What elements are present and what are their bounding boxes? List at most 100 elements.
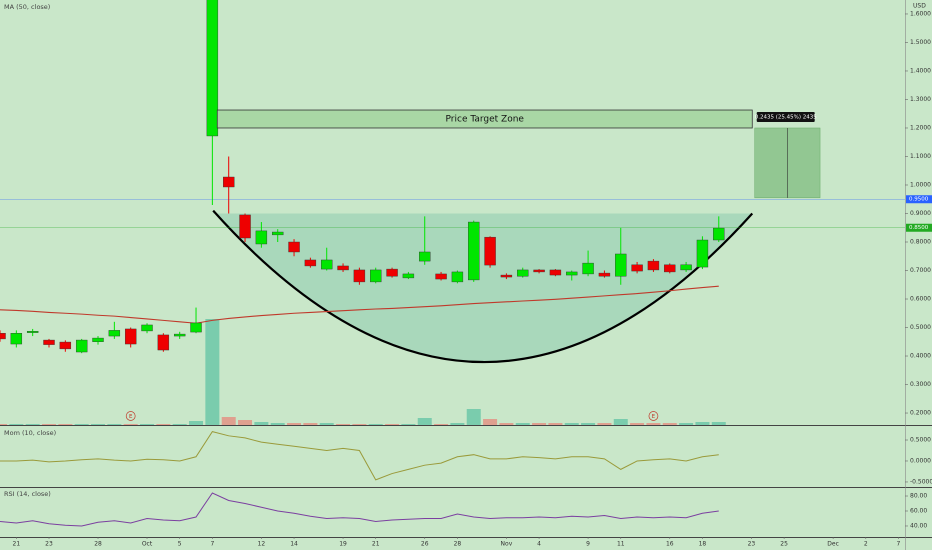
candle-body: [337, 265, 349, 271]
candle-body: [304, 259, 317, 267]
x-tick-label: 7: [210, 541, 214, 548]
candle-body: [173, 333, 186, 337]
candle-body: [598, 272, 611, 277]
y-tick-label: 1.6000: [910, 10, 931, 17]
y-tick-label: 0.5000: [910, 437, 931, 444]
volume-bar: [597, 423, 612, 425]
x-tick-label: 16: [666, 541, 674, 548]
volume-bar: [123, 424, 138, 425]
volume-bar: [548, 423, 563, 425]
price-pane: Price Target Zone E E: [0, 0, 905, 425]
volume-bar: [42, 424, 57, 425]
y-tick-label: 0.7000: [910, 267, 931, 274]
legend-rsi: RSI (14, close): [4, 490, 51, 498]
indicator-line: [0, 492, 719, 527]
volume-bar: [434, 424, 449, 425]
y-tick-label: 0.9000: [910, 210, 931, 217]
candle-body: [124, 328, 137, 345]
x-tick-label: 21: [13, 541, 21, 548]
volume-bar: [238, 420, 253, 425]
candle-body: [353, 269, 366, 283]
volume-bar: [662, 423, 677, 425]
candle-body: [288, 241, 300, 253]
candle-body: [223, 176, 235, 188]
x-tick-label: 7: [897, 541, 901, 548]
volume-bar: [205, 319, 220, 425]
candle-body: [59, 341, 72, 350]
y-tick-label: -0.5000: [910, 478, 932, 485]
candle-body: [680, 264, 692, 271]
candle-body: [272, 231, 284, 236]
candle-body: [435, 273, 447, 280]
candle-body: [370, 269, 382, 283]
candle-body: [190, 322, 202, 333]
price-tag: [906, 195, 932, 204]
x-tick-label: 19: [339, 541, 347, 548]
candle-body: [517, 269, 529, 277]
volume-bar: [319, 423, 334, 425]
candle-body: [615, 253, 627, 277]
x-tick-label: 28: [94, 541, 102, 548]
x-tick-label: 5: [178, 541, 182, 548]
price-tag-label: 0.8500: [909, 225, 929, 231]
candle-body: [631, 264, 643, 272]
volume-bar: [303, 423, 318, 425]
x-tick-label: Dec: [827, 541, 839, 548]
x-tick-label: 4: [537, 541, 541, 548]
volume-bar: [646, 423, 661, 425]
candle-body: [549, 269, 562, 276]
volume-bar: [401, 424, 416, 425]
candle-body: [10, 333, 23, 345]
volume-bar: [221, 417, 236, 425]
candle-body: [157, 334, 170, 351]
indicator-pane: [0, 431, 719, 481]
volume-bar: [287, 423, 302, 425]
volume-bar: [25, 424, 40, 425]
x-tick-label: 9: [586, 541, 590, 548]
measure-label: 0.2435 (25.45%) 2435: [755, 114, 818, 120]
volume-bar: [58, 424, 73, 425]
volume-bar: [368, 424, 383, 425]
price-tag-label: 0.9500: [909, 197, 929, 203]
volume-bar: [107, 424, 122, 425]
volume-bar: [189, 421, 204, 425]
candle-body: [141, 324, 153, 332]
y-tick-label: 0.4000: [910, 353, 931, 360]
volume-bar: [581, 423, 596, 425]
volume-bar: [0, 424, 7, 425]
volume-bar: [270, 423, 285, 425]
volume-bar: [336, 424, 351, 425]
volume-bar: [466, 409, 481, 425]
x-tick-label: 26: [421, 541, 429, 548]
volume-bar: [450, 423, 465, 425]
target-zone: [216, 109, 753, 129]
volume-bar: [483, 419, 498, 425]
candle-body: [713, 227, 725, 241]
volume-bar: [140, 424, 155, 425]
y-tick-label: 0.0000: [910, 457, 931, 464]
y-tick-label: 1.3000: [910, 96, 931, 103]
x-tick-label: 23: [748, 541, 756, 548]
y-tick-label: 1.5000: [910, 39, 931, 46]
y-tick-label: 1.2000: [910, 124, 931, 131]
x-tick-label: Oct: [142, 541, 153, 548]
x-tick-label: 18: [699, 541, 707, 548]
y-tick-label: 0.8000: [910, 239, 931, 246]
candle-body: [386, 268, 398, 277]
candle-body: [92, 337, 104, 342]
target-zone-label: Price Target Zone: [446, 115, 525, 125]
candle-body: [0, 333, 6, 340]
volume-bar: [515, 423, 530, 425]
candle-body: [468, 221, 480, 281]
candle-body: [419, 251, 431, 262]
volume-bar: [254, 422, 269, 425]
x-tick-label: 21: [372, 541, 380, 548]
candle-body: [696, 239, 709, 268]
volume-bar: [9, 424, 24, 425]
measure-label-bg: [756, 111, 815, 122]
volume-bar: [172, 424, 187, 425]
y-tick-label: 0.3000: [910, 381, 931, 388]
candle-body: [321, 259, 333, 270]
